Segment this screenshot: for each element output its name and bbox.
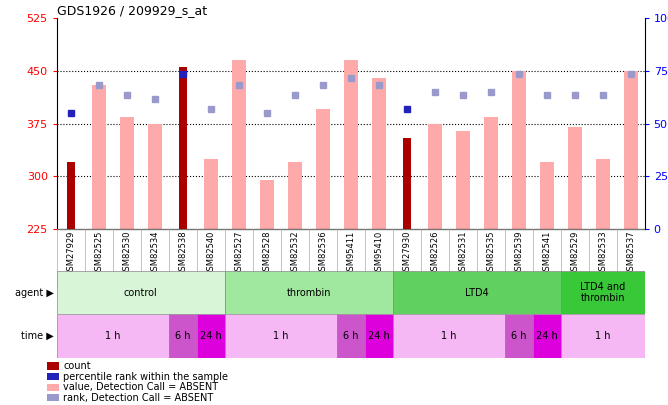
- Bar: [568, 127, 582, 229]
- Text: agent ▶: agent ▶: [15, 288, 53, 298]
- Text: GSM82527: GSM82527: [234, 230, 243, 276]
- Bar: [260, 180, 274, 229]
- Text: GSM82531: GSM82531: [458, 230, 467, 276]
- Bar: [120, 117, 134, 229]
- Bar: [540, 162, 554, 229]
- Bar: [365, 314, 393, 358]
- Bar: [344, 60, 357, 229]
- Text: 24 h: 24 h: [200, 331, 222, 341]
- Text: GSM82540: GSM82540: [206, 230, 215, 276]
- Bar: [197, 314, 224, 358]
- Text: GSM82532: GSM82532: [290, 230, 299, 276]
- Text: 6 h: 6 h: [175, 331, 190, 341]
- Text: 6 h: 6 h: [343, 331, 359, 341]
- Bar: [169, 314, 197, 358]
- Text: LTD4: LTD4: [465, 288, 488, 298]
- Bar: [204, 159, 218, 229]
- Text: 24 h: 24 h: [368, 331, 389, 341]
- Text: GSM27930: GSM27930: [402, 230, 411, 276]
- Text: LTD4 and
thrombin: LTD4 and thrombin: [580, 282, 625, 303]
- Bar: [57, 314, 169, 358]
- Text: 1 h: 1 h: [441, 331, 456, 341]
- Bar: [596, 159, 610, 229]
- Text: count: count: [63, 361, 91, 371]
- Text: GSM95411: GSM95411: [346, 230, 355, 276]
- Text: GDS1926 / 209929_s_at: GDS1926 / 209929_s_at: [57, 4, 207, 17]
- Bar: [224, 314, 337, 358]
- Text: time ▶: time ▶: [21, 331, 53, 341]
- Text: percentile rank within the sample: percentile rank within the sample: [63, 372, 228, 382]
- Bar: [403, 138, 411, 229]
- Bar: [67, 162, 75, 229]
- Text: GSM82535: GSM82535: [486, 230, 495, 276]
- Bar: [371, 78, 385, 229]
- Bar: [428, 124, 442, 229]
- Text: GSM82528: GSM82528: [263, 230, 271, 276]
- Text: GSM82529: GSM82529: [570, 230, 579, 276]
- Text: GSM27929: GSM27929: [66, 230, 75, 276]
- Text: GSM82526: GSM82526: [430, 230, 439, 276]
- Bar: [393, 314, 504, 358]
- Text: thrombin: thrombin: [287, 288, 331, 298]
- Bar: [393, 271, 560, 314]
- Text: control: control: [124, 288, 158, 298]
- Text: 1 h: 1 h: [273, 331, 289, 341]
- Bar: [504, 314, 532, 358]
- Bar: [337, 314, 365, 358]
- Bar: [532, 314, 560, 358]
- Text: GSM82536: GSM82536: [318, 230, 327, 276]
- Bar: [57, 271, 224, 314]
- Bar: [560, 271, 645, 314]
- Bar: [92, 85, 106, 229]
- Bar: [179, 67, 186, 229]
- Text: GSM82539: GSM82539: [514, 230, 523, 276]
- Bar: [232, 60, 246, 229]
- Text: GSM95410: GSM95410: [374, 230, 383, 276]
- Text: 24 h: 24 h: [536, 331, 558, 341]
- Bar: [512, 71, 526, 229]
- Bar: [316, 109, 330, 229]
- Text: 1 h: 1 h: [595, 331, 611, 341]
- Text: GSM82525: GSM82525: [94, 230, 104, 276]
- Text: rank, Detection Call = ABSENT: rank, Detection Call = ABSENT: [63, 393, 214, 403]
- Bar: [224, 271, 393, 314]
- Bar: [624, 71, 638, 229]
- Text: GSM82533: GSM82533: [598, 230, 607, 276]
- Text: GSM82541: GSM82541: [542, 230, 551, 276]
- Text: 6 h: 6 h: [511, 331, 526, 341]
- Text: 1 h: 1 h: [105, 331, 120, 341]
- Bar: [148, 124, 162, 229]
- Text: GSM82537: GSM82537: [626, 230, 635, 276]
- Text: GSM82530: GSM82530: [122, 230, 131, 276]
- Bar: [288, 162, 302, 229]
- Bar: [484, 117, 498, 229]
- Bar: [456, 130, 470, 229]
- Bar: [560, 314, 645, 358]
- Text: GSM82534: GSM82534: [150, 230, 159, 276]
- Text: value, Detection Call = ABSENT: value, Detection Call = ABSENT: [63, 382, 218, 392]
- Text: GSM82538: GSM82538: [178, 230, 187, 276]
